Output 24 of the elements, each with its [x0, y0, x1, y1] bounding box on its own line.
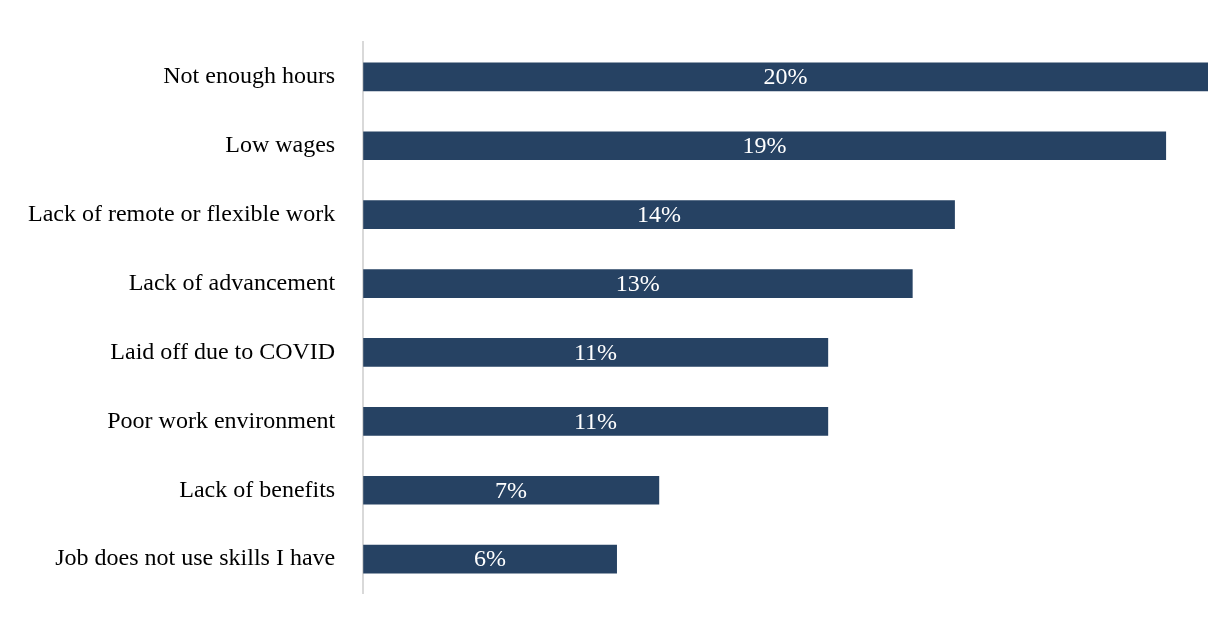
y-tick-label: Job does not use skills I have — [55, 544, 336, 571]
bar — [363, 131, 1167, 161]
y-tick-label: Low wages — [225, 131, 336, 158]
y-tick-label: Not enough hours — [163, 62, 336, 89]
data-label: 6% — [473, 545, 506, 572]
data-label: 20% — [763, 63, 808, 90]
data-label: 19% — [742, 132, 787, 159]
bar — [363, 62, 1208, 92]
bar — [363, 544, 617, 574]
data-label: 11% — [573, 338, 618, 365]
bar — [363, 407, 829, 436]
data-label: 13% — [615, 269, 660, 296]
data-label: 7% — [495, 476, 528, 503]
data-label: 14% — [636, 200, 681, 227]
bar — [363, 200, 955, 229]
bar — [363, 475, 660, 505]
bar — [363, 338, 829, 367]
data-label: 11% — [573, 407, 618, 434]
bar — [363, 269, 913, 298]
y-tick-label: Lack of remote or flexible work — [27, 199, 336, 226]
y-tick-label: Poor work environment — [107, 406, 336, 433]
y-tick-label: Lack of advancement — [128, 268, 336, 295]
y-tick-label: Lack of benefits — [179, 475, 336, 502]
y-tick-label: Laid off due to COVID — [110, 337, 336, 364]
